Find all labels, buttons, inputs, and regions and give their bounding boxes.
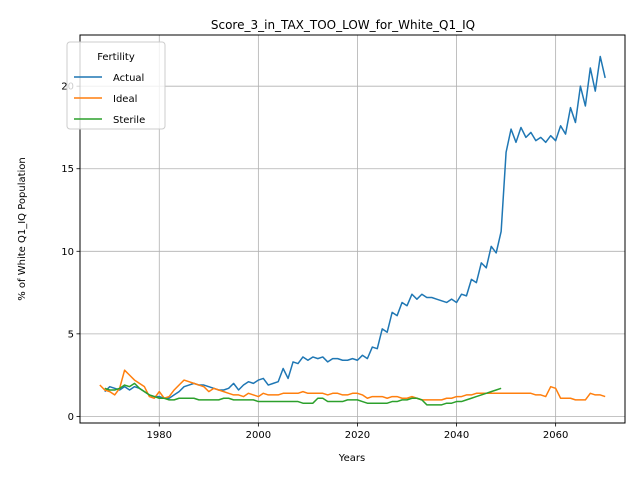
y-tick-label: 5 — [68, 329, 74, 340]
y-axis-label: % of White Q1_IQ Population — [17, 157, 28, 301]
legend-label-ideal: Ideal — [113, 94, 137, 105]
y-tick-label: 15 — [61, 164, 74, 175]
chart-title: Score_3_in_TAX_TOO_LOW_for_White_Q1_IQ — [211, 18, 475, 32]
legend: Fertility Actual Ideal Sterile — [67, 42, 165, 129]
x-tick-label: 2000 — [246, 430, 271, 441]
legend-title: Fertility — [97, 52, 135, 63]
x-tick-label: 2040 — [444, 430, 469, 441]
legend-label-actual: Actual — [113, 73, 144, 84]
y-tick-label: 0 — [68, 412, 74, 423]
x-tick-label: 2020 — [345, 430, 370, 441]
x-tick-label: 2060 — [543, 430, 568, 441]
x-tick-label: 1980 — [147, 430, 172, 441]
legend-label-sterile: Sterile — [113, 115, 145, 126]
x-axis-label: Years — [338, 453, 365, 464]
y-tick-label: 10 — [61, 247, 74, 258]
